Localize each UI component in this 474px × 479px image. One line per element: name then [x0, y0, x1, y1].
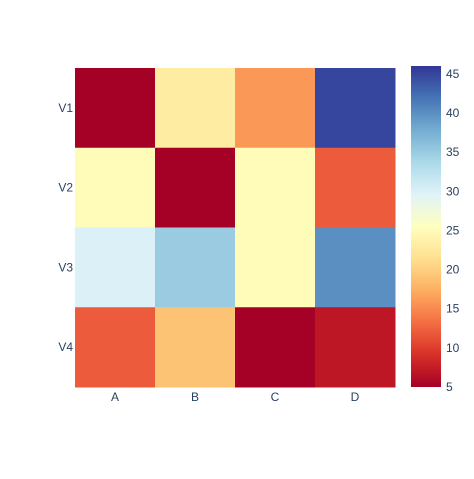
- heatmap-cells: [75, 68, 396, 388]
- heatmap-cell-V4-B: [155, 307, 236, 388]
- heatmap-cell-V1-C: [235, 68, 316, 149]
- heatmap-cell-V2-D: [315, 147, 396, 228]
- heatmap-cell-V3-D: [315, 227, 396, 308]
- heatmap-cell-V1-B: [155, 68, 236, 149]
- y-axis-ticks: V1 V2 V3 V4: [58, 101, 73, 354]
- x-tick-label-B: B: [191, 390, 199, 404]
- y-tick-label-V1: V1: [58, 101, 73, 115]
- colorbar-tick-label-10: 10: [446, 341, 460, 355]
- y-tick-label-V2: V2: [58, 181, 73, 195]
- x-tick-label-C: C: [271, 390, 280, 404]
- heatmap-cell-V3-C: [235, 227, 316, 308]
- heatmap-cell-V4-A: [75, 307, 156, 388]
- colorbar-tick-label-5: 5: [446, 380, 453, 394]
- x-tick-label-D: D: [351, 390, 360, 404]
- colorbar-tick-label-35: 35: [446, 145, 460, 159]
- colorbar-tick-label-20: 20: [446, 263, 460, 277]
- heatmap-cell-V1-A: [75, 68, 156, 149]
- heatmap-cell-V3-A: [75, 227, 156, 308]
- colorbar: 5 10 15 20 25 30 35 40 45: [411, 66, 460, 394]
- heatmap-cell-V2-C: [235, 147, 316, 228]
- colorbar-tick-label-15: 15: [446, 302, 460, 316]
- heatmap-cell-V2-A: [75, 147, 156, 228]
- heatmap-cell-V3-B: [155, 227, 236, 308]
- x-tick-label-A: A: [111, 390, 119, 404]
- colorbar-tick-label-45: 45: [446, 67, 460, 81]
- heatmap-cell-V1-D: [315, 68, 396, 149]
- colorbar-gradient: [411, 66, 441, 387]
- heatmap-cell-V4-D: [315, 307, 396, 388]
- colorbar-tick-label-30: 30: [446, 184, 460, 198]
- y-tick-label-V4: V4: [58, 340, 73, 354]
- colorbar-tick-label-40: 40: [446, 106, 460, 120]
- x-axis-ticks: A B C D: [111, 390, 360, 404]
- heatmap-cell-V4-C: [235, 307, 316, 388]
- heatmap-cell-V2-B: [155, 147, 236, 228]
- colorbar-tick-label-25: 25: [446, 223, 460, 237]
- y-tick-label-V3: V3: [58, 260, 73, 274]
